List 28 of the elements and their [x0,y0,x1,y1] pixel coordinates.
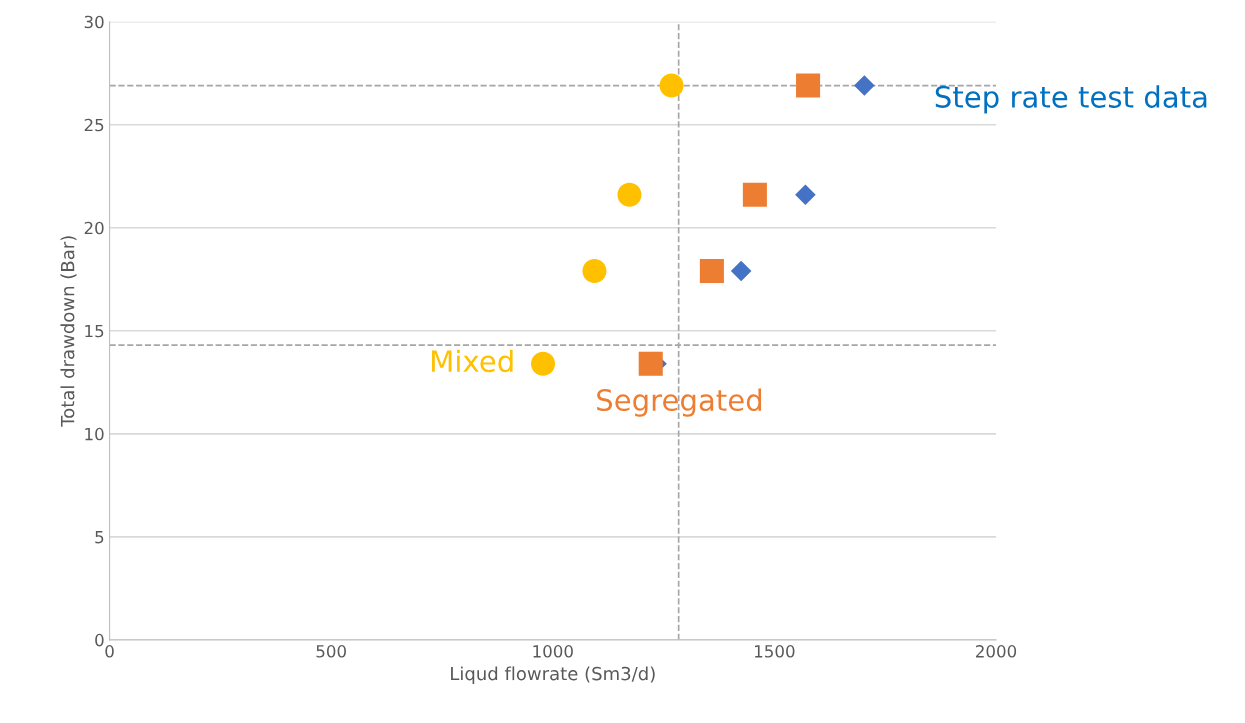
point [582,258,607,284]
y-tick-label: 10 [85,427,104,441]
point [531,351,556,376]
x-tick-label: 1500 [755,645,795,658]
y-tick-label: 15 [85,324,104,338]
point [795,184,816,206]
y-tick-label: 30 [84,15,104,29]
point [742,182,767,207]
point [854,75,875,96]
x-tick-label: 1000 [533,645,573,658]
x-tick-label: 2000 [976,645,1017,658]
y-tick-label: 25 [84,118,104,132]
series-label: Mixed [432,349,513,373]
point [730,260,752,282]
x-tick-label: 0 [105,645,114,658]
text: Step rate test data [935,85,1207,114]
y-tick-label: 20 [84,221,104,235]
point [617,182,642,207]
point [638,351,663,376]
y-tick-label: 5 [95,531,104,544]
x-tick-label: 500 [316,645,346,658]
series-label: Segregated [597,388,762,417]
point [699,258,724,284]
y-tick-label: 0 [95,633,104,647]
point [796,73,821,98]
x-axis-title: Liqud flowrate (Sm3/d) [451,666,655,684]
y-axis-title: Total drawdown (Bar) [60,236,77,427]
point [659,73,684,98]
